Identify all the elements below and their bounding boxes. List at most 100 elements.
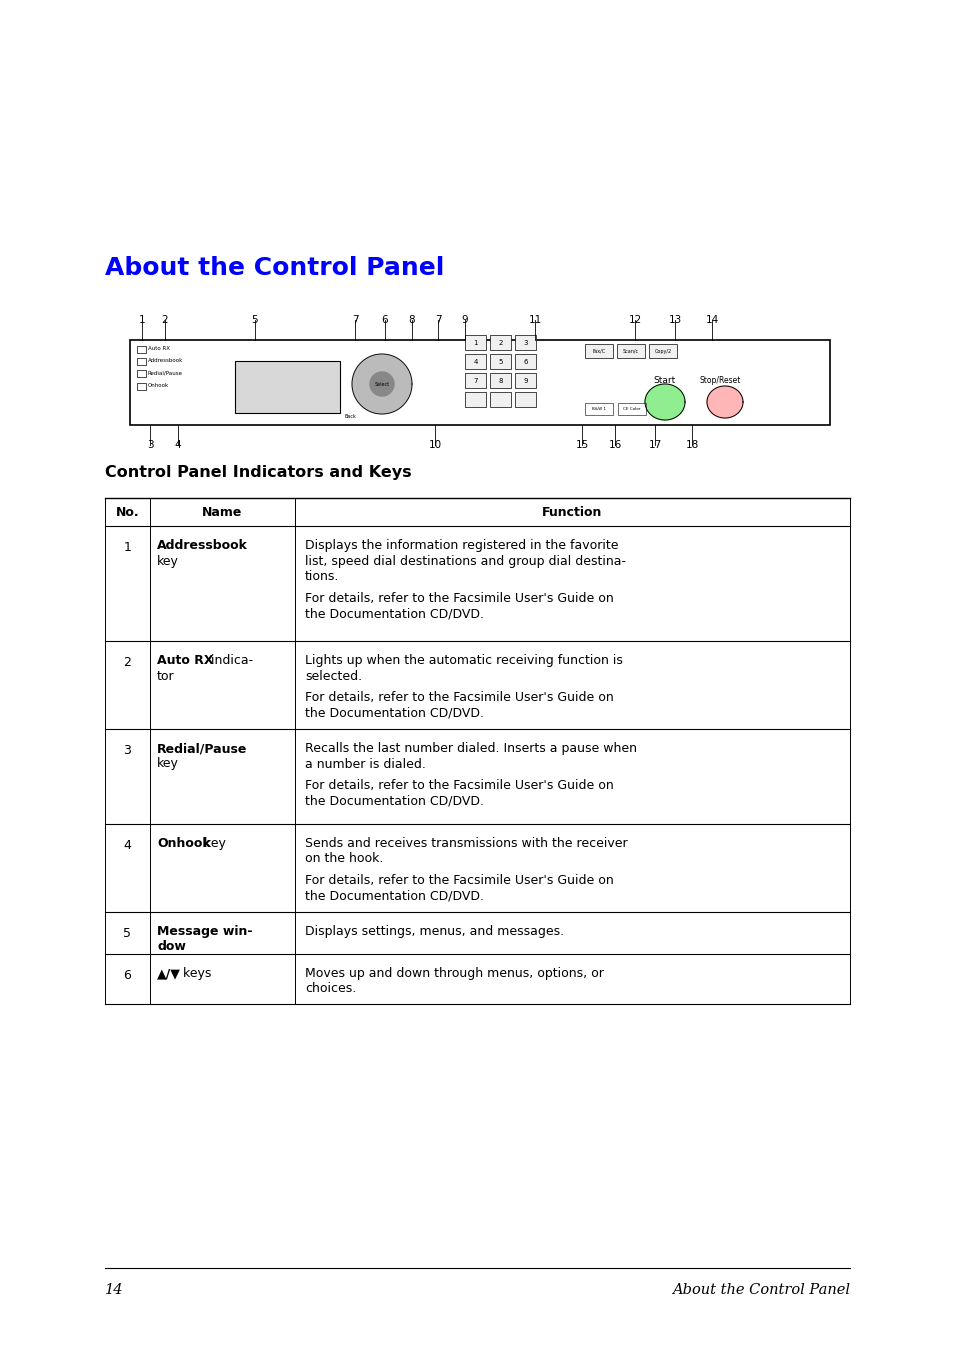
Bar: [648, 344, 677, 358]
Text: Function: Function: [541, 505, 602, 518]
Text: 14: 14: [105, 1282, 123, 1297]
Bar: [137, 370, 146, 377]
Polygon shape: [370, 373, 394, 396]
Text: Start: Start: [653, 375, 676, 385]
Bar: [584, 344, 613, 358]
Polygon shape: [644, 383, 684, 420]
Text: 1: 1: [138, 315, 145, 325]
Bar: [515, 354, 536, 369]
Text: 3: 3: [147, 440, 153, 450]
Text: Scan/c: Scan/c: [622, 348, 639, 354]
Text: keys: keys: [178, 967, 211, 980]
Text: For details, refer to the Facsimile User's Guide on: For details, refer to the Facsimile User…: [305, 873, 613, 887]
Text: Displays settings, menus, and messages.: Displays settings, menus, and messages.: [305, 925, 563, 938]
Text: CE Color: CE Color: [622, 406, 640, 410]
Text: Name: Name: [202, 505, 242, 518]
Bar: [490, 354, 511, 369]
Text: 3: 3: [522, 339, 527, 346]
Text: 5: 5: [252, 315, 258, 325]
Bar: [234, 360, 339, 413]
Text: 5: 5: [123, 927, 132, 940]
Text: Addressbook: Addressbook: [157, 539, 248, 552]
Text: selected.: selected.: [305, 670, 362, 683]
Text: Auto RX: Auto RX: [157, 653, 213, 667]
Text: 12: 12: [628, 315, 641, 325]
Bar: [137, 382, 146, 390]
Text: 9: 9: [461, 315, 468, 325]
Text: 7: 7: [435, 315, 441, 325]
Bar: [464, 335, 485, 350]
Text: 4: 4: [174, 440, 181, 450]
Text: Control Panel Indicators and Keys: Control Panel Indicators and Keys: [105, 464, 411, 481]
Text: 16: 16: [608, 440, 621, 450]
Text: 7: 7: [352, 315, 358, 325]
Text: 6: 6: [522, 359, 527, 364]
Text: 6: 6: [381, 315, 388, 325]
Text: 2: 2: [161, 315, 168, 325]
Text: Message win-: Message win-: [157, 925, 253, 938]
Bar: [464, 373, 485, 387]
Text: Addressbook: Addressbook: [148, 358, 183, 363]
Polygon shape: [706, 386, 742, 418]
Text: key: key: [157, 757, 179, 771]
Bar: [515, 373, 536, 387]
Text: key: key: [157, 555, 179, 567]
Text: Copy/2: Copy/2: [654, 348, 671, 354]
Text: 17: 17: [648, 440, 661, 450]
Text: 4: 4: [124, 838, 132, 852]
Text: Moves up and down through menus, options, or: Moves up and down through menus, options…: [305, 967, 603, 980]
Bar: [584, 404, 613, 414]
Text: indica-: indica-: [207, 653, 253, 667]
Bar: [617, 344, 644, 358]
Text: Onhook: Onhook: [148, 383, 169, 389]
Bar: [515, 335, 536, 350]
Text: For details, refer to the Facsimile User's Guide on: For details, refer to the Facsimile User…: [305, 691, 613, 703]
Text: Recalls the last number dialed. Inserts a pause when: Recalls the last number dialed. Inserts …: [305, 743, 637, 755]
Text: For details, refer to the Facsimile User's Guide on: For details, refer to the Facsimile User…: [305, 779, 613, 792]
Text: 2: 2: [124, 656, 132, 670]
Text: key: key: [200, 837, 226, 850]
Text: No.: No.: [115, 505, 139, 518]
Bar: [464, 354, 485, 369]
Polygon shape: [352, 354, 412, 414]
Text: 8: 8: [408, 315, 415, 325]
Text: Lights up when the automatic receiving function is: Lights up when the automatic receiving f…: [305, 653, 622, 667]
Text: 3: 3: [124, 744, 132, 757]
Text: 6: 6: [124, 969, 132, 981]
Text: Back: Back: [344, 414, 355, 420]
Text: B&W 1: B&W 1: [592, 406, 605, 410]
Text: Auto RX: Auto RX: [148, 347, 170, 351]
Text: 13: 13: [668, 315, 680, 325]
Text: dow: dow: [157, 941, 186, 953]
Text: the Documentation CD/DVD.: the Documentation CD/DVD.: [305, 706, 483, 720]
Bar: [130, 340, 829, 425]
Text: Redial/Pause: Redial/Pause: [157, 743, 247, 755]
Bar: [515, 392, 536, 406]
Text: 1: 1: [473, 339, 477, 346]
Text: 5: 5: [497, 359, 502, 364]
Text: About the Control Panel: About the Control Panel: [671, 1282, 849, 1297]
Text: For details, refer to the Facsimile User's Guide on: For details, refer to the Facsimile User…: [305, 591, 613, 605]
Text: 11: 11: [528, 315, 541, 325]
Bar: [137, 358, 146, 364]
Bar: [464, 392, 485, 406]
Text: Onhook: Onhook: [157, 837, 211, 850]
Text: on the hook.: on the hook.: [305, 852, 383, 865]
Text: 4: 4: [473, 359, 477, 364]
Text: a number is dialed.: a number is dialed.: [305, 757, 425, 771]
Text: Redial/Pause: Redial/Pause: [148, 370, 183, 375]
Text: 10: 10: [428, 440, 441, 450]
Text: 15: 15: [575, 440, 588, 450]
Text: 9: 9: [522, 378, 527, 383]
Text: tor: tor: [157, 670, 174, 683]
Text: 2: 2: [497, 339, 502, 346]
Bar: [490, 335, 511, 350]
Bar: [618, 404, 645, 414]
Text: Fax/C: Fax/C: [592, 348, 605, 354]
Bar: [490, 373, 511, 387]
Text: Stop/Reset: Stop/Reset: [699, 375, 740, 385]
Text: the Documentation CD/DVD.: the Documentation CD/DVD.: [305, 890, 483, 903]
Text: 18: 18: [684, 440, 698, 450]
Text: Sends and receives transmissions with the receiver: Sends and receives transmissions with th…: [305, 837, 627, 850]
Text: ▲/▼: ▲/▼: [157, 967, 181, 980]
